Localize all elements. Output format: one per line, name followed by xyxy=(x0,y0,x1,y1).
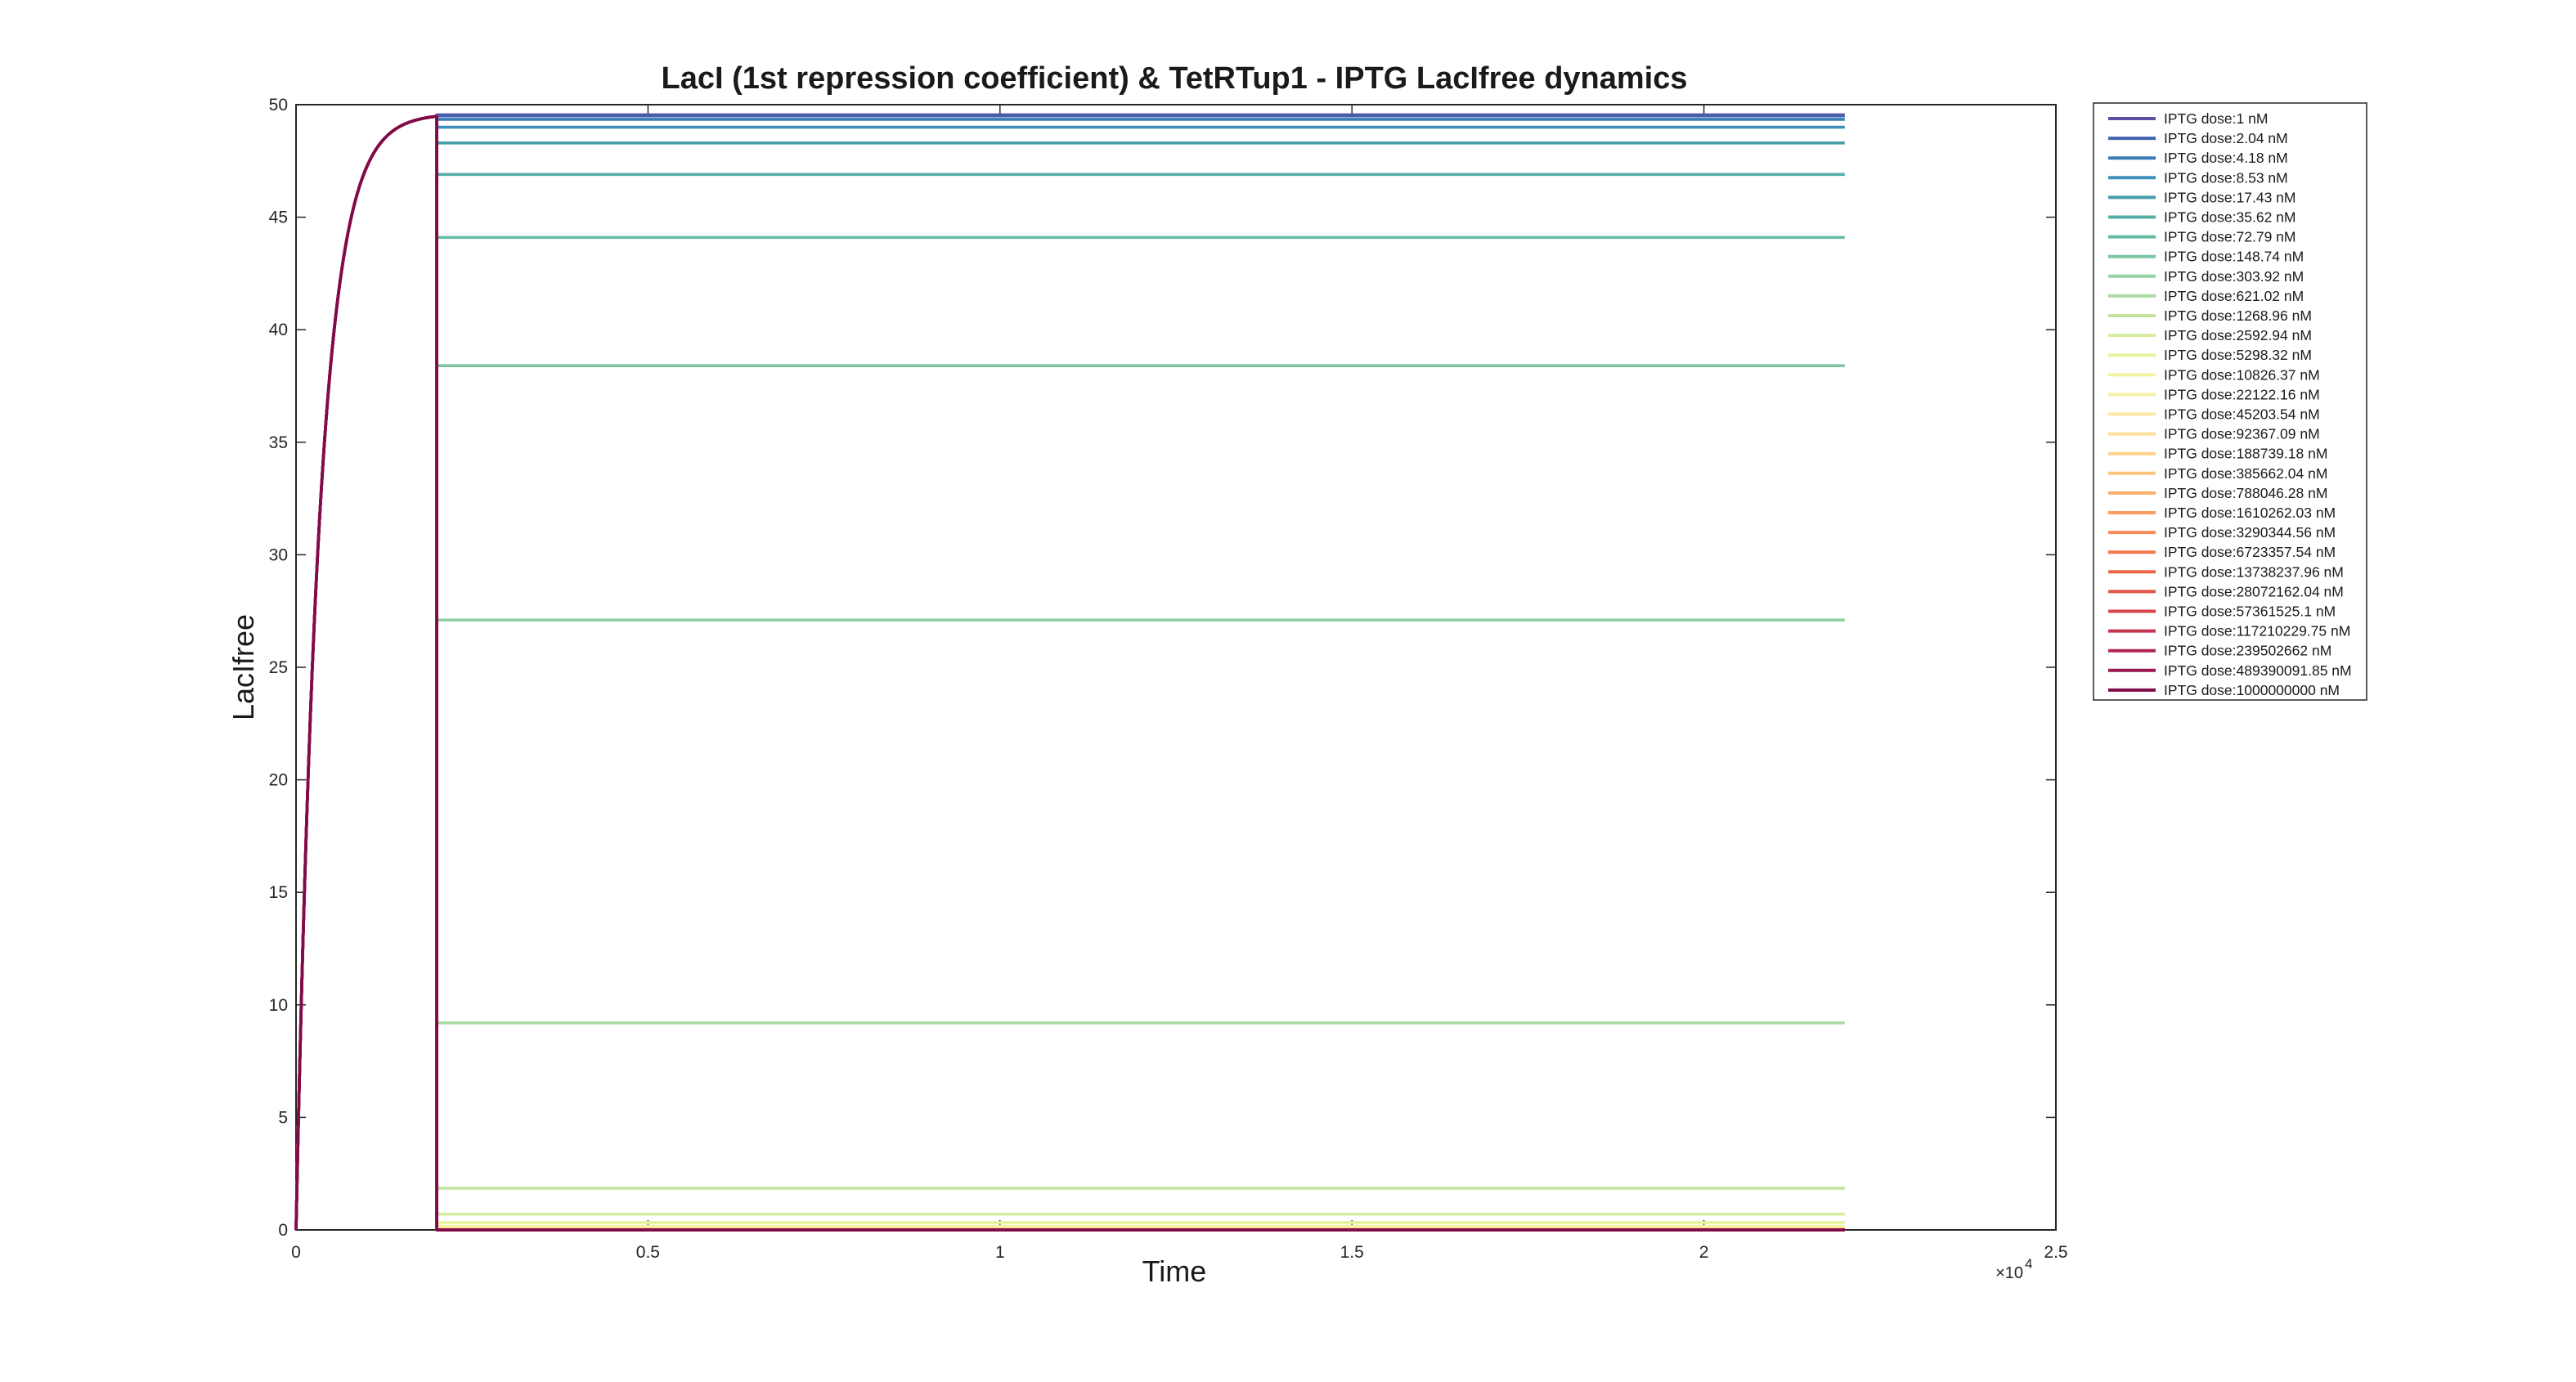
y-tick-label: 35 xyxy=(269,433,288,452)
y-tick-label: 20 xyxy=(269,771,288,790)
legend-entry: IPTG dose:92367.09 nM xyxy=(2108,426,2320,442)
legend-label: IPTG dose:22122.16 nM xyxy=(2164,386,2320,402)
legend-entry: IPTG dose:8.53 nM xyxy=(2108,169,2288,186)
legend-entry: IPTG dose:17.43 nM xyxy=(2108,189,2296,205)
y-tick-label: 45 xyxy=(269,209,288,227)
y-tick-label: 10 xyxy=(269,996,288,1015)
legend-label: IPTG dose:489390091.85 nM xyxy=(2164,662,2352,679)
legend-label: IPTG dose:5298.32 nM xyxy=(2164,347,2312,363)
legend-label: IPTG dose:17.43 nM xyxy=(2164,189,2296,205)
legend-label: IPTG dose:72.79 nM xyxy=(2164,229,2296,245)
legend-label: IPTG dose:6723357.54 nM xyxy=(2164,544,2336,560)
legend-entry: IPTG dose:6723357.54 nM xyxy=(2108,544,2336,560)
y-axis-ticks: 0 5 10 15 20 25 30 35 40 45 50 xyxy=(269,96,2056,1240)
series-line xyxy=(294,114,1845,1232)
legend-entry: IPTG dose:45203.54 nM xyxy=(2108,406,2320,423)
legend-label: IPTG dose:92367.09 nM xyxy=(2164,426,2320,442)
legend-label: IPTG dose:1000000000 nM xyxy=(2164,682,2340,698)
y-tick-label: 30 xyxy=(269,545,288,564)
legend-label: IPTG dose:10826.37 nM xyxy=(2164,366,2320,383)
legend-label: IPTG dose:1610262.03 nM xyxy=(2164,505,2336,521)
legend-entry: IPTG dose:148.74 nM xyxy=(2108,249,2304,265)
legend-label: IPTG dose:117210229.75 nM xyxy=(2164,623,2350,639)
plot-area: 0 0.5 1 1.5 2 2.5 0 5 10 15 20 25 30 35 40 45 50 xyxy=(269,96,2068,1262)
legend-label: IPTG dose:788046.28 nM xyxy=(2164,485,2327,501)
y-tick-label: 50 xyxy=(269,96,288,114)
x-axis-exponent: ×10 4 xyxy=(1995,1256,2032,1282)
legend-entry: IPTG dose:1610262.03 nM xyxy=(2108,505,2336,521)
x-tick-label: 1.5 xyxy=(1340,1243,1364,1262)
y-tick-label: 40 xyxy=(269,321,288,339)
legend-entry: IPTG dose:13738237.96 nM xyxy=(2108,563,2344,580)
legend-label: IPTG dose:239502662 nM xyxy=(2164,643,2331,659)
legend-entry: IPTG dose:621.02 nM xyxy=(2108,288,2304,304)
x-tick-label: 2.5 xyxy=(2044,1243,2067,1262)
x-tick-label: 0 xyxy=(291,1243,301,1262)
legend-entry: IPTG dose:2.04 nM xyxy=(2108,130,2288,146)
legend-label: IPTG dose:57361525.1 nM xyxy=(2164,604,2336,620)
legend-entry: IPTG dose:303.92 nM xyxy=(2108,268,2304,285)
legend-entry: IPTG dose:1000000000 nM xyxy=(2108,682,2340,698)
legend-entry: IPTG dose:10826.37 nM xyxy=(2108,366,2320,383)
y-tick-label: 25 xyxy=(269,658,288,677)
legend-entry: IPTG dose:2592.94 nM xyxy=(2108,327,2312,343)
legend-entry: IPTG dose:1 nM xyxy=(2108,110,2268,127)
legend-label: IPTG dose:148.74 nM xyxy=(2164,249,2304,265)
series-lines xyxy=(294,113,1845,1232)
legend-label: IPTG dose:1268.96 nM xyxy=(2164,307,2312,324)
y-tick-label: 15 xyxy=(269,883,288,902)
legend-entry: IPTG dose:5298.32 nM xyxy=(2108,347,2312,363)
legend-label: IPTG dose:8.53 nM xyxy=(2164,169,2288,186)
legend-entry: IPTG dose:35.62 nM xyxy=(2108,209,2296,226)
legend-entry: IPTG dose:57361525.1 nM xyxy=(2108,604,2336,620)
legend-label: IPTG dose:3290344.56 nM xyxy=(2164,524,2336,541)
legend-entry: IPTG dose:385662.04 nM xyxy=(2108,465,2327,482)
legend-label: IPTG dose:385662.04 nM xyxy=(2164,465,2327,482)
legend-entry: IPTG dose:1268.96 nM xyxy=(2108,307,2312,324)
y-axis-label: LacIfree xyxy=(227,614,260,720)
legend-label: IPTG dose:303.92 nM xyxy=(2164,268,2304,285)
legend-label: IPTG dose:45203.54 nM xyxy=(2164,406,2320,423)
legend-label: IPTG dose:1 nM xyxy=(2164,110,2268,127)
legend-entry: IPTG dose:72.79 nM xyxy=(2108,229,2296,245)
legend-label: IPTG dose:35.62 nM xyxy=(2164,209,2296,226)
legend-label: IPTG dose:13738237.96 nM xyxy=(2164,563,2344,580)
legend-label: IPTG dose:621.02 nM xyxy=(2164,288,2304,304)
legend-entry: IPTG dose:4.18 nM xyxy=(2108,150,2288,166)
legend-label: IPTG dose:4.18 nM xyxy=(2164,150,2288,166)
legend-label: IPTG dose:28072162.04 nM xyxy=(2164,583,2344,599)
chart-title: LacI (1st repression coefficient) & TetR… xyxy=(661,61,1687,96)
legend-entry: IPTG dose:28072162.04 nM xyxy=(2108,583,2344,599)
legend-label: IPTG dose:2.04 nM xyxy=(2164,130,2288,146)
legend-label: IPTG dose:2592.94 nM xyxy=(2164,327,2312,343)
legend-entry: IPTG dose:3290344.56 nM xyxy=(2108,524,2336,541)
y-tick-label: 5 xyxy=(278,1108,288,1127)
legend-entry: IPTG dose:22122.16 nM xyxy=(2108,386,2320,402)
y-tick-label: 0 xyxy=(278,1221,288,1240)
legend-entry: IPTG dose:239502662 nM xyxy=(2108,643,2331,659)
legend-entry: IPTG dose:117210229.75 nM xyxy=(2108,623,2350,639)
legend-entry: IPTG dose:188739.18 nM xyxy=(2108,446,2327,462)
legend-label: IPTG dose:188739.18 nM xyxy=(2164,446,2327,462)
x-axis-label: Time xyxy=(1142,1254,1207,1288)
legend-box xyxy=(2093,102,2367,701)
legend-items: IPTG dose:1 nM IPTG dose:2.04 nM IPTG dose… xyxy=(2108,110,2352,698)
x-exponent-base: ×10 xyxy=(1995,1264,2023,1282)
x-tick-label: 0.5 xyxy=(636,1243,660,1262)
x-exponent-power: 4 xyxy=(2025,1256,2032,1272)
x-tick-label: 1 xyxy=(995,1243,1005,1262)
x-tick-label: 2 xyxy=(1699,1243,1709,1262)
legend: IPTG dose:1 nM IPTG dose:2.04 nM IPTG dose… xyxy=(2093,102,2367,701)
legend-entry: IPTG dose:788046.28 nM xyxy=(2108,485,2327,501)
legend-entry: IPTG dose:489390091.85 nM xyxy=(2108,662,2352,679)
